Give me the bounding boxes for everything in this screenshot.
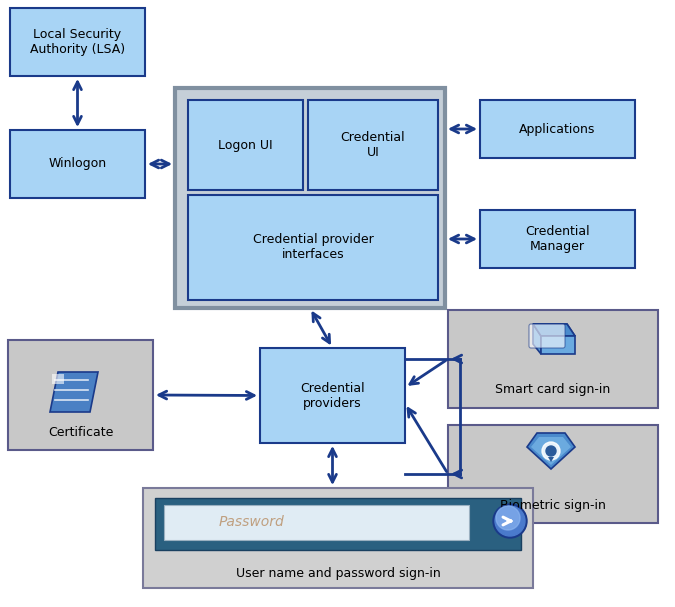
Text: Credential
UI: Credential UI — [341, 131, 405, 159]
Circle shape — [496, 506, 520, 530]
Bar — [8, 340, 153, 450]
Text: Credential
providers: Credential providers — [300, 382, 364, 410]
Circle shape — [546, 446, 556, 456]
Polygon shape — [531, 437, 571, 465]
Text: Credential provider
interfaces: Credential provider interfaces — [252, 234, 373, 262]
Text: Local Security
Authority (LSA): Local Security Authority (LSA) — [30, 28, 125, 56]
Text: Password: Password — [219, 515, 285, 529]
Text: Biometric sign-in: Biometric sign-in — [500, 498, 606, 512]
Polygon shape — [541, 336, 575, 354]
Polygon shape — [533, 324, 541, 354]
Bar — [188, 195, 438, 300]
Text: Logon UI: Logon UI — [218, 138, 273, 152]
Bar — [155, 498, 521, 550]
Bar — [448, 425, 658, 523]
Circle shape — [542, 442, 560, 460]
Polygon shape — [527, 433, 575, 469]
Text: Smart card sign-in: Smart card sign-in — [495, 384, 611, 396]
Text: Applications: Applications — [519, 123, 595, 135]
Text: Certificate: Certificate — [48, 426, 113, 438]
Text: User name and password sign-in: User name and password sign-in — [236, 568, 440, 580]
Bar — [10, 8, 145, 76]
Bar — [175, 88, 445, 308]
Polygon shape — [548, 457, 554, 462]
Circle shape — [495, 506, 525, 536]
Bar — [143, 488, 533, 588]
Bar — [448, 310, 658, 408]
Bar — [188, 100, 303, 190]
Bar — [164, 505, 469, 540]
Polygon shape — [50, 372, 98, 412]
Bar — [308, 100, 438, 190]
Polygon shape — [533, 324, 575, 336]
Bar — [480, 100, 635, 158]
Bar — [10, 130, 145, 198]
Bar — [52, 374, 64, 384]
FancyBboxPatch shape — [529, 324, 565, 348]
Polygon shape — [533, 324, 575, 336]
Text: Winlogon: Winlogon — [49, 157, 107, 171]
Bar — [480, 210, 635, 268]
Text: Credential
Manager: Credential Manager — [525, 225, 590, 253]
Circle shape — [493, 504, 527, 538]
Bar — [260, 348, 405, 443]
